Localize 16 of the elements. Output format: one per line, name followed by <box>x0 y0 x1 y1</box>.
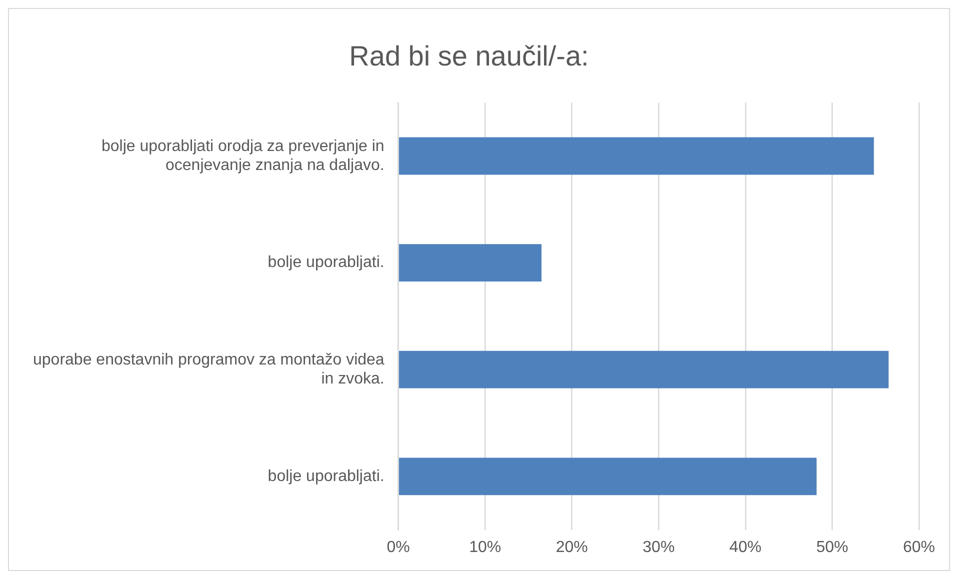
x-tick-label: 30% <box>642 538 675 556</box>
x-tick-label: 40% <box>729 538 762 556</box>
x-tick-label: 50% <box>816 538 848 556</box>
chart-title: Rad bi se naučil/-a: <box>349 40 589 72</box>
y-tick-label: uporabe enostavnih programov za montažo videa in zvoka. <box>33 351 384 388</box>
bar <box>398 244 542 282</box>
y-tick-label: bolje uporabljati. <box>268 254 384 272</box>
bar <box>398 137 874 175</box>
y-tick-label: bolje uporabljati. <box>268 468 384 485</box>
x-tick-label: 10% <box>469 538 502 556</box>
x-tick-label: 0% <box>386 538 410 556</box>
bar <box>398 350 889 388</box>
bar <box>398 458 817 496</box>
x-tick-label: 60% <box>902 538 936 556</box>
y-tick-label: bolje uporabljati orodja za preverjanje in ocenjevanje znanja na daljavo. <box>101 138 384 174</box>
x-tick-label: 20% <box>556 538 588 556</box>
